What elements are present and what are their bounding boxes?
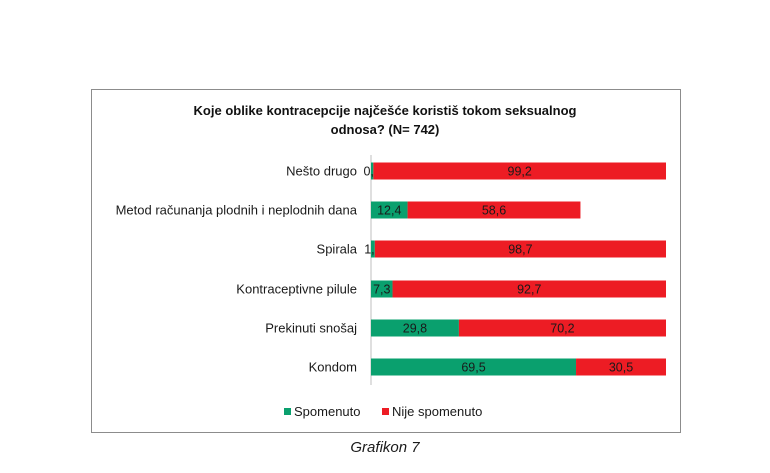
category-label: Nešto drugo	[286, 164, 357, 179]
chart-frame	[91, 89, 681, 433]
bar-nije-spomenuto	[576, 358, 666, 376]
data-label: 69,5	[461, 361, 485, 375]
category-label: Metod računanja plodnih i neplodnih dana	[116, 203, 358, 218]
category-label: Spirala	[317, 242, 358, 257]
bar-nije-spomenuto	[458, 319, 666, 337]
data-label: 58,6	[482, 204, 506, 218]
bar-nije-spomenuto	[374, 240, 666, 258]
data-label: 92,7	[517, 283, 541, 297]
bar-spomenuto	[371, 319, 459, 337]
data-label: 29,8	[403, 322, 427, 336]
legend-swatch-nije-spomenuto	[382, 408, 389, 415]
bar-spomenuto	[371, 240, 375, 258]
bar-nije-spomenuto	[373, 162, 666, 180]
data-label: 7,3	[373, 283, 390, 297]
category-label: Kondom	[309, 360, 357, 375]
bar-spomenuto	[371, 280, 393, 298]
data-label: 30,5	[609, 361, 633, 375]
bar-spomenuto	[371, 201, 408, 219]
data-label: 98,7	[508, 243, 532, 257]
bar-nije-spomenuto	[392, 280, 666, 298]
legend-label: Nije spomenuto	[392, 404, 482, 419]
category-label: Kontraceptivne pilule	[236, 282, 357, 297]
bar-spomenuto	[371, 162, 374, 180]
figure-caption: Grafikon 7	[350, 439, 420, 456]
data-label: 99,2	[508, 165, 532, 179]
chart-title-line-2: odnosa? (N= 742)	[330, 122, 440, 137]
legend-label: Spomenuto	[294, 404, 361, 419]
category-label: Prekinuti snošaj	[265, 321, 357, 336]
data-label: 12,4	[377, 204, 401, 218]
data-label: 70,2	[550, 322, 574, 336]
chart-title-line-1: Koje oblike kontracepcije najčešće koris…	[193, 103, 577, 118]
legend-swatch-spomenuto	[284, 408, 291, 415]
bar-spomenuto	[371, 358, 577, 376]
chart-title: Koje oblike kontracepcije najčešće koris…	[0, 101, 770, 139]
bar-nije-spomenuto	[407, 201, 581, 219]
